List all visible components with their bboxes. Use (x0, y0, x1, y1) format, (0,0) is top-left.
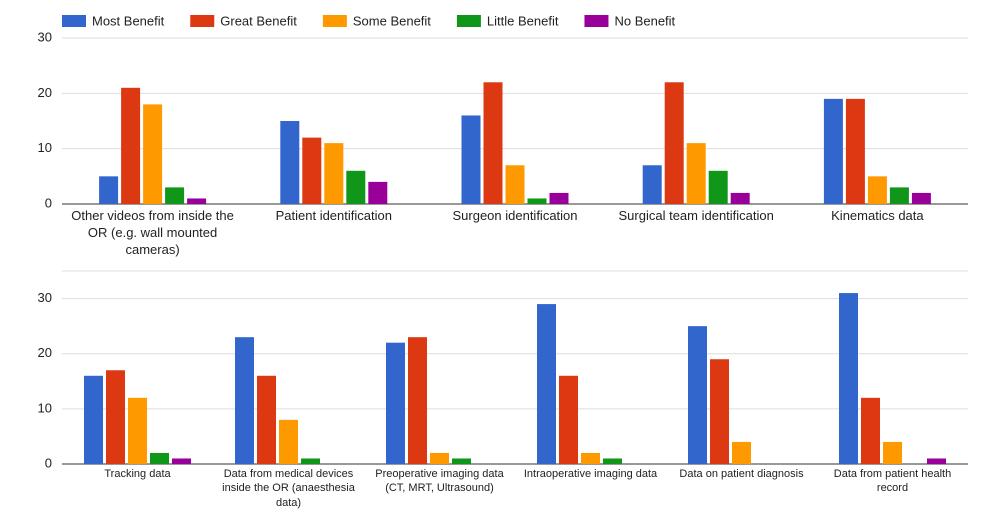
bar (279, 419, 298, 464)
bar (688, 326, 707, 464)
bar (302, 137, 322, 204)
bar (559, 375, 578, 464)
y-tick-label: 10 (38, 400, 52, 415)
bar (642, 165, 662, 204)
legend-swatch (456, 15, 481, 27)
bar (927, 458, 946, 464)
bar (408, 337, 427, 464)
bar (84, 375, 103, 464)
legend-label: Little Benefit (487, 13, 559, 28)
bar (549, 192, 569, 204)
bar (483, 82, 503, 204)
bar (368, 181, 388, 204)
legend-swatch (190, 15, 215, 27)
bar (99, 176, 119, 204)
bar (505, 165, 525, 204)
bar (708, 170, 728, 204)
bar (346, 170, 366, 204)
bar (257, 375, 276, 464)
bar (187, 198, 207, 204)
y-tick-label: 0 (45, 195, 52, 210)
legend-swatch (62, 15, 86, 27)
legend-label: Some Benefit (353, 13, 431, 28)
x-tick-label: Other videos from inside the OR (e.g. wa… (71, 208, 234, 257)
x-tick-label: Tracking data (104, 468, 171, 480)
y-tick-label: 30 (38, 290, 52, 305)
x-tick-label: Kinematics data (831, 208, 924, 223)
legend-label: Great Benefit (220, 13, 297, 28)
bar (324, 143, 344, 204)
x-tick-label: Preoperative imaging data (CT, MRT, Ultr… (375, 468, 504, 495)
bar (537, 304, 556, 464)
x-tick-label: Patient identification (275, 208, 392, 223)
x-tick-label: Surgical team identification (618, 208, 774, 223)
bar (386, 342, 405, 464)
bar (911, 192, 931, 204)
legend-label: Most Benefit (92, 13, 165, 28)
bar (301, 458, 320, 464)
bar (730, 192, 750, 204)
x-tick-label: Data on patient diagnosis (679, 468, 804, 480)
bar (430, 452, 449, 464)
bar (150, 452, 169, 464)
bar (527, 198, 547, 204)
bar (686, 143, 706, 204)
bar (839, 293, 858, 464)
y-tick-label: 0 (45, 455, 52, 470)
legend-label: No Benefit (614, 13, 675, 28)
bar (280, 121, 300, 204)
bar (883, 441, 902, 464)
bar (121, 87, 141, 204)
bar (581, 452, 600, 464)
bar (143, 104, 163, 204)
bar (889, 187, 909, 204)
x-tick-label: Data from patient health record (833, 468, 952, 495)
legend-swatch (584, 15, 609, 27)
bar (845, 98, 865, 204)
bar (823, 98, 843, 204)
bar (165, 187, 185, 204)
legend-swatch (322, 15, 347, 27)
bar (128, 397, 147, 464)
y-tick-label: 20 (38, 345, 52, 360)
bar (710, 359, 729, 464)
bar (603, 458, 622, 464)
bar (664, 82, 684, 204)
bar (732, 441, 751, 464)
bar (452, 458, 471, 464)
y-tick-label: 30 (38, 29, 52, 44)
bar (235, 337, 254, 464)
bar (867, 176, 887, 204)
y-tick-label: 20 (38, 85, 52, 100)
y-tick-label: 10 (38, 140, 52, 155)
bar (106, 370, 125, 464)
x-tick-label: Intraoperative imaging data (523, 468, 658, 480)
x-tick-label: Data from medical devices inside the OR … (222, 468, 355, 509)
bar (861, 397, 880, 464)
x-tick-label: Surgeon identification (452, 208, 578, 223)
bar (172, 458, 191, 464)
bar (461, 115, 481, 204)
